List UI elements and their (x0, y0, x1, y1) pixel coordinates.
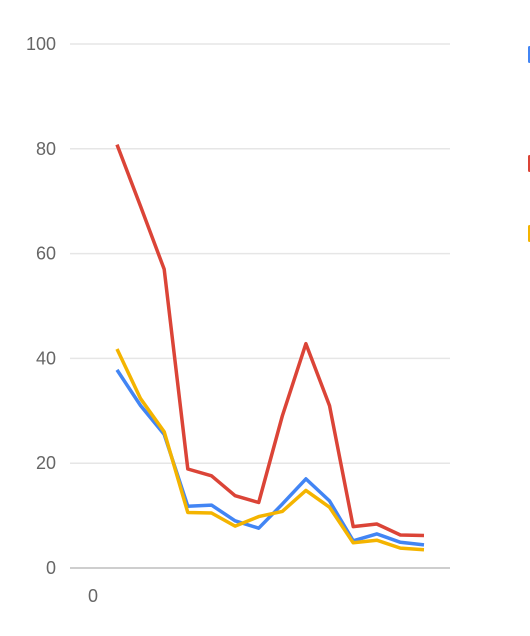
series-line-3 (115, 348, 425, 552)
y-tick-label: 0 (46, 558, 56, 578)
y-tick-label: 80 (36, 139, 56, 159)
y-tick-label: 60 (36, 244, 56, 264)
y-axis-tick-labels: 0 20 40 60 80 100 (26, 34, 56, 578)
x-tick-label: 0 (88, 586, 98, 606)
y-tick-label: 40 (36, 348, 56, 368)
gridlines (70, 43, 450, 569)
y-tick-label: 100 (26, 34, 56, 54)
y-tick-label: 20 (36, 453, 56, 473)
series-lines (115, 143, 425, 552)
series-line-2 (115, 143, 425, 538)
x-axis-tick-labels: 0 (88, 586, 98, 606)
